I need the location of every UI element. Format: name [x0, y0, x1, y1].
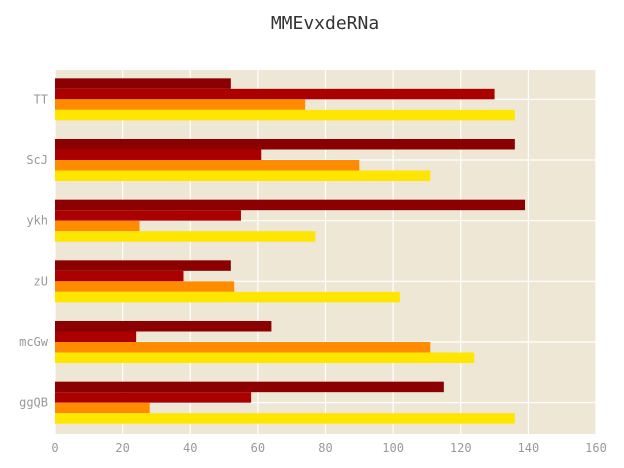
- bar: [55, 78, 231, 89]
- y-tick-labels: TT ScJ ykh zU mcGw ggQB: [19, 92, 49, 409]
- bar: [55, 220, 140, 232]
- bar: [55, 210, 241, 221]
- y-tick-label: ggQB: [19, 396, 48, 410]
- bar: [55, 352, 475, 363]
- bar: [55, 160, 360, 171]
- x-tick-label: 100: [382, 441, 404, 455]
- y-tick-label: TT: [34, 92, 48, 106]
- bar: [55, 291, 400, 303]
- bar: [55, 109, 515, 121]
- bar: [55, 139, 515, 150]
- x-tick-label: 140: [518, 441, 540, 455]
- y-tick-label: ykh: [26, 214, 48, 228]
- bar: [55, 331, 137, 342]
- x-tick-label: 160: [585, 441, 607, 455]
- bar: [55, 402, 150, 414]
- bar: [55, 281, 235, 292]
- y-tick-label: zU: [34, 274, 48, 288]
- chart-title: MMEvxdeRNa: [271, 13, 379, 34]
- bar: [55, 231, 316, 242]
- y-tick-label: ScJ: [26, 153, 48, 167]
- bar: [55, 413, 515, 424]
- bar: [55, 342, 431, 353]
- x-tick-label: 40: [183, 441, 197, 455]
- bar: [55, 392, 252, 403]
- bar: [55, 270, 184, 282]
- x-tick-label: 0: [51, 441, 58, 455]
- x-tick-label: 80: [318, 441, 332, 455]
- bar: [55, 381, 444, 393]
- bar: [55, 199, 525, 211]
- x-tick-label: 60: [251, 441, 265, 455]
- bar: [55, 99, 306, 110]
- x-tick-label: 20: [115, 441, 129, 455]
- bar: [55, 170, 431, 181]
- x-tick-labels: 0 20 40 60 80 100 120 140 160: [51, 441, 606, 455]
- y-tick-label: mcGw: [19, 335, 49, 349]
- bar: [55, 260, 231, 271]
- bar: [55, 88, 495, 100]
- bar: [55, 321, 272, 332]
- bars: [55, 78, 525, 424]
- x-tick-label: 120: [450, 441, 472, 455]
- bar: [55, 149, 262, 160]
